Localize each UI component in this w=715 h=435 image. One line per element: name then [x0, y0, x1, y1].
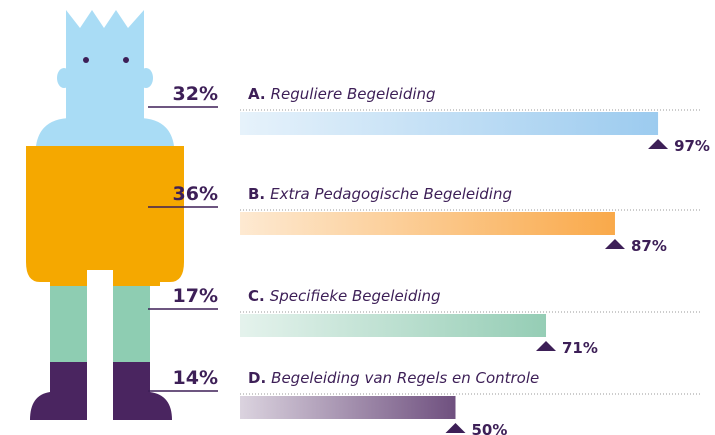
- bar: [240, 212, 615, 235]
- category-name: Reguliere Begeleiding: [271, 85, 436, 103]
- value-label: 87%: [631, 237, 667, 255]
- category-name: Extra Pedagogische Begeleiding: [270, 185, 512, 203]
- share-label: 32%: [173, 83, 218, 105]
- value-marker: [446, 423, 466, 433]
- value-marker: [536, 341, 556, 351]
- bar: [240, 314, 546, 337]
- category-name: Specifieke Begeleiding: [270, 287, 441, 305]
- share-label: 17%: [173, 285, 218, 307]
- value-label: 97%: [674, 137, 710, 155]
- category-label: A. Reguliere Begeleiding: [248, 85, 436, 103]
- category-letter: C.: [248, 287, 265, 305]
- value-marker: [648, 139, 668, 149]
- category-label: D. Begeleiding van Regels en Controle: [248, 369, 539, 387]
- value-label: 71%: [562, 339, 598, 357]
- chart: 32% A. Reguliere Begeleiding 97% 36% B. Extra …: [0, 0, 715, 435]
- share-label: 36%: [173, 183, 218, 205]
- category-label: B. Extra Pedagogische Begeleiding: [248, 185, 512, 203]
- category-letter: B.: [248, 185, 265, 203]
- category-label: C. Specifieke Begeleiding: [248, 287, 441, 305]
- category-letter: D.: [248, 369, 266, 387]
- category-name: Begeleiding van Regels en Controle: [271, 369, 539, 387]
- share-label: 14%: [173, 367, 218, 389]
- bar: [240, 112, 658, 135]
- category-letter: A.: [248, 85, 266, 103]
- figure: [26, 10, 184, 420]
- value-label: 50%: [472, 421, 508, 435]
- value-marker: [605, 239, 625, 249]
- bar: [240, 396, 456, 419]
